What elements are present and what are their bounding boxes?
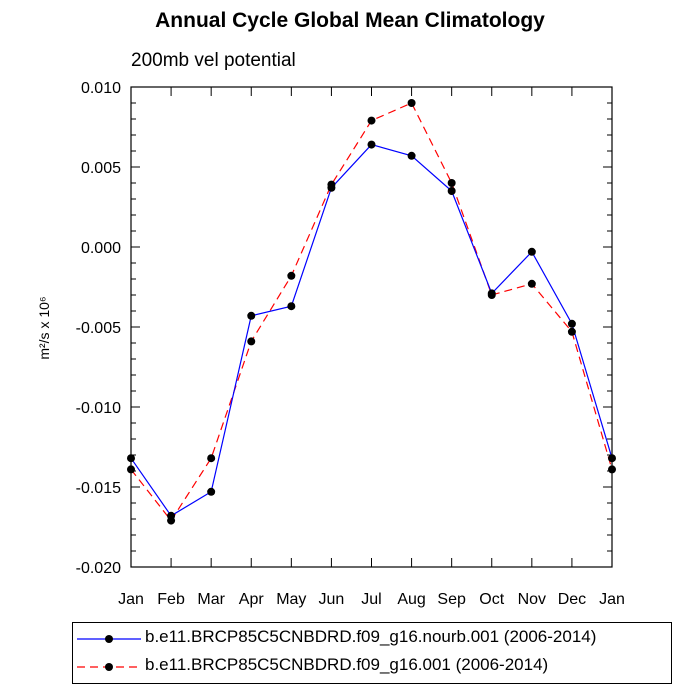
legend-swatch-blue [77, 635, 141, 643]
series-0-point [247, 311, 256, 320]
y-tick-label: -0.005 [76, 320, 121, 337]
series-0-point [367, 140, 376, 149]
series-1-point [207, 454, 216, 463]
legend-item-control: b.e11.BRCP85C5CNBDRD.f09_g16.001 (2006-2… [73, 653, 671, 681]
x-tick-label: Jan [118, 591, 144, 608]
series-0-point [207, 487, 216, 496]
legend: b.e11.BRCP85C5CNBDRD.f09_g16.nourb.001 (… [72, 622, 672, 684]
series-0-point [407, 151, 416, 160]
series-1-point [447, 179, 456, 187]
series-1-point [247, 337, 256, 346]
legend-label-control: b.e11.BRCP85C5CNBDRD.f09_g16.001 (2006-2… [145, 655, 549, 674]
series-1-point [407, 99, 416, 107]
y-tick-label: 0.000 [81, 240, 121, 257]
x-tick-label: Oct [479, 591, 504, 608]
x-tick-label: Sep [437, 591, 466, 608]
legend-item-nourb: b.e11.BRCP85C5CNBDRD.f09_g16.nourb.001 (… [73, 625, 671, 653]
x-tick-label: Mar [197, 591, 225, 608]
legend-swatch-red [77, 663, 141, 671]
x-tick-label: May [276, 591, 306, 608]
series-0-point [447, 187, 456, 195]
chart-subtitle: 200mb vel potential [131, 50, 296, 71]
series-1-point [167, 516, 176, 525]
series-1-point [287, 271, 296, 280]
series-1-point [367, 116, 376, 125]
series-0-point [287, 302, 296, 311]
series-line-0 [130, 143, 613, 517]
x-tick-label: Jun [319, 591, 345, 608]
series-line-1 [130, 102, 613, 522]
y-tick-label: 0.005 [81, 160, 121, 177]
legend-label-nourb: b.e11.BRCP85C5CNBDRD.f09_g16.nourb.001 (… [145, 627, 597, 646]
x-tick-label: Dec [558, 591, 586, 608]
series-1-point [327, 180, 336, 189]
plot-frame [130, 86, 613, 568]
x-tick-label: Jan [599, 591, 625, 608]
series-1-point [567, 327, 576, 336]
x-tick-label: Apr [239, 591, 265, 608]
x-tick-label: Feb [157, 591, 185, 608]
y-tick-label: -0.010 [76, 400, 121, 417]
x-tick-label: Jul [361, 591, 381, 608]
series-1-point [527, 279, 536, 288]
series-0-point [567, 319, 576, 328]
x-tick-label: Aug [397, 591, 425, 608]
y-tick-label: -0.020 [76, 560, 121, 577]
chart-title: Annual Cycle Global Mean Climatology [155, 9, 545, 32]
series-0-point [527, 247, 536, 256]
x-tick-label: Nov [518, 591, 546, 608]
y-tick-label: -0.015 [76, 480, 121, 497]
series-1-point [487, 291, 496, 299]
y-tick-label: 0.010 [81, 80, 121, 97]
